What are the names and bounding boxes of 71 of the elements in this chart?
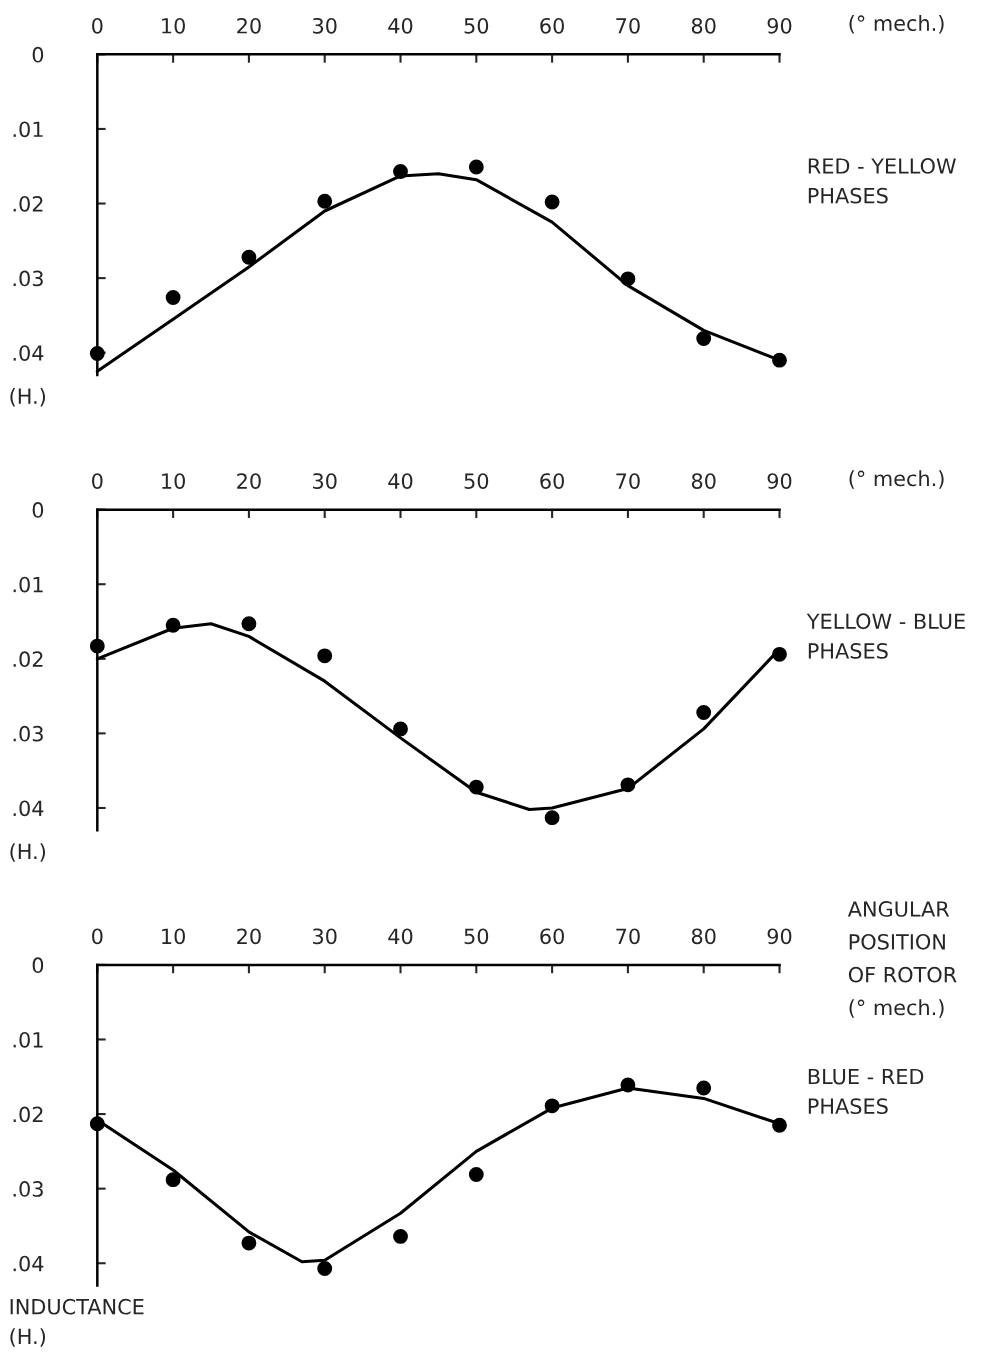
x-axis-title: (° mech.) bbox=[849, 470, 944, 489]
x-tick-label: 10 bbox=[162, 473, 185, 489]
x-tick-label: 30 bbox=[313, 928, 337, 945]
x-tick-label: 70 bbox=[616, 928, 640, 945]
x-tick-label: 70 bbox=[616, 17, 640, 34]
x-tick-label: 0 bbox=[92, 17, 103, 34]
x-axis-title: ANGULAR POSITION OF ROTOR (° mech.) bbox=[847, 901, 957, 1018]
point bbox=[468, 1167, 484, 1182]
x-tick-label: 10 bbox=[162, 928, 185, 945]
y-axis-title: (H.) bbox=[10, 843, 46, 862]
x-tick-label: 40 bbox=[388, 17, 413, 34]
point bbox=[544, 810, 560, 826]
x-tick-label: 40 bbox=[388, 928, 413, 945]
y-tick-label: .01 bbox=[13, 576, 43, 593]
y-tick-label: 0 bbox=[32, 502, 44, 518]
x-tick-label: 20 bbox=[237, 17, 261, 34]
y-tick-label: .04 bbox=[13, 1255, 44, 1272]
x-tick-label: 30 bbox=[313, 17, 337, 34]
x-tick-label: 60 bbox=[540, 17, 564, 34]
x-tick-label: 80 bbox=[691, 473, 716, 489]
text: BLUE - RED PHASES bbox=[808, 1068, 924, 1115]
point bbox=[468, 159, 484, 175]
y-tick-label: .01 bbox=[13, 1031, 43, 1048]
x-tick-label: 60 bbox=[540, 928, 564, 945]
y-tick-label: 0 bbox=[32, 46, 44, 63]
x-tick-label: 60 bbox=[540, 473, 564, 489]
point bbox=[165, 290, 181, 305]
point bbox=[696, 331, 712, 346]
point bbox=[241, 249, 257, 265]
point bbox=[241, 616, 257, 632]
x-tick-label: 0 bbox=[92, 473, 103, 489]
point bbox=[317, 1261, 333, 1276]
point bbox=[165, 1172, 181, 1188]
text: YELLOW - BLUE PHASES bbox=[806, 613, 965, 659]
x-tick-label: 80 bbox=[691, 928, 716, 945]
x-tick-label: 70 bbox=[616, 473, 640, 489]
y-tick-label: .04 bbox=[13, 345, 44, 361]
y-tick-label: .03 bbox=[13, 270, 43, 287]
y-axis-title: INDUCTANCE (H.) bbox=[10, 1298, 144, 1347]
point bbox=[696, 705, 712, 720]
y-tick-label: 0 bbox=[32, 957, 44, 974]
y-axis-title: (H.) bbox=[10, 387, 46, 407]
x-tick-label: 30 bbox=[313, 473, 337, 489]
point bbox=[696, 1080, 712, 1096]
y-tick-label: .04 bbox=[13, 800, 44, 817]
x-tick-label: 90 bbox=[767, 928, 792, 945]
x-tick-label: 10 bbox=[162, 17, 185, 34]
x-tick-label: 20 bbox=[237, 473, 261, 489]
y-tick-label: .02 bbox=[13, 1106, 43, 1123]
point bbox=[317, 648, 333, 664]
y-tick-label: .02 bbox=[13, 195, 43, 212]
point bbox=[544, 194, 560, 210]
point bbox=[393, 721, 408, 737]
x-tick-label: 20 bbox=[237, 928, 261, 945]
x-tick-label: 50 bbox=[464, 473, 489, 489]
x-tick-label: 50 bbox=[464, 928, 489, 945]
y-tick-label: .01 bbox=[13, 121, 43, 138]
x-tick-label: 50 bbox=[464, 17, 489, 34]
point bbox=[317, 193, 333, 209]
x-tick-label: 40 bbox=[388, 473, 413, 489]
y-tick-label: .02 bbox=[13, 651, 43, 668]
point bbox=[393, 1228, 408, 1244]
point bbox=[241, 1235, 257, 1251]
x-tick-label: 80 bbox=[691, 17, 716, 34]
x-tick-label: 0 bbox=[92, 928, 103, 945]
y-tick-label: .03 bbox=[13, 725, 43, 742]
text: RED - YELLOW PHASES bbox=[808, 158, 956, 204]
y-tick-label: .03 bbox=[13, 1181, 43, 1197]
x-axis-title: (° mech.) bbox=[849, 14, 944, 34]
x-tick-label: 90 bbox=[767, 473, 792, 489]
x-tick-label: 90 bbox=[767, 17, 792, 34]
